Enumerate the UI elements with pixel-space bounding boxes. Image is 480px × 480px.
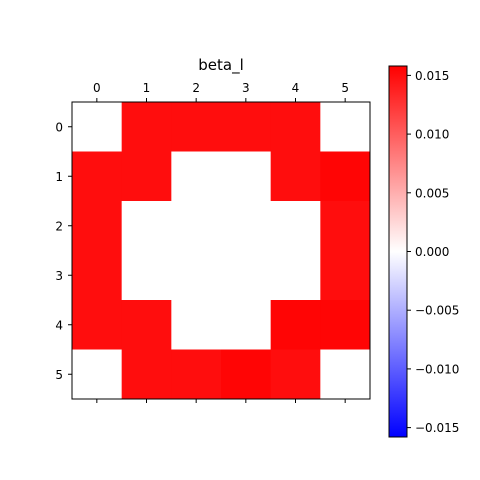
colorbar (388, 65, 408, 438)
y-axis: 0 1 2 3 4 5 (55, 120, 72, 382)
x-tick-label: 2 (192, 81, 200, 95)
heatmap-cell-r1-c3 (221, 151, 272, 202)
heatmap-cell-r0-c5 (320, 102, 371, 152)
colorbar-tick-label: 0.015 (415, 69, 449, 83)
heatmap-cell-r4-c1 (121, 300, 172, 350)
heatmap-cell-r2-c4 (270, 201, 321, 251)
heatmap-cell-r2-c0 (72, 201, 123, 251)
colorbar-tick-label: −0.015 (415, 421, 459, 435)
y-tick-label: 1 (55, 170, 63, 184)
heatmap-cell-r3-c3 (221, 250, 272, 301)
colorbar-axis: −0.015 −0.010 −0.005 0.000 0.005 0.010 0.015 (407, 69, 459, 435)
heatmap-cell-r2-c1 (121, 201, 172, 251)
heatmap-cell-r5-c3 (221, 349, 272, 400)
heatmap-cell-r4-c0 (72, 300, 123, 350)
heatmap-cell-r3-c5 (320, 250, 371, 301)
heatmap-cell-r5-c4 (270, 349, 321, 400)
heatmap-cell-r5-c1 (121, 349, 172, 400)
y-tick-label: 5 (55, 368, 63, 382)
colorbar-tick-label: −0.010 (415, 362, 459, 376)
heatmap-cell-r4-c3 (221, 300, 272, 350)
y-tick-label: 2 (55, 219, 63, 233)
heatmap-cell-r3-c1 (121, 250, 172, 301)
heatmap-cell-r1-c1 (121, 151, 172, 202)
colorbar-tick-label: −0.005 (415, 304, 459, 318)
heatmap-cell-r4-c4 (270, 300, 321, 350)
heatmap-cell-r1-c0 (72, 151, 123, 202)
heatmap-cell-r0-c3 (221, 102, 272, 152)
x-tick-label: 4 (292, 81, 300, 95)
y-tick-label: 3 (55, 269, 63, 283)
heatmap-cell-r4-c5 (320, 300, 371, 350)
heatmap-frame (71, 101, 371, 400)
heatmap-cell-r4-c2 (171, 300, 222, 350)
colorbar-tick-label: 0.010 (415, 128, 449, 142)
heatmap-cell-r1-c5 (320, 151, 371, 202)
heatmap-cell-r5-c2 (171, 349, 222, 400)
x-axis-top: 0 1 2 3 4 5 (93, 81, 349, 102)
x-tick-label: 5 (341, 81, 349, 95)
heatmap-cell-r5-c0 (72, 349, 123, 400)
heatmap-cell-r2-c2 (171, 201, 222, 251)
heatmap-cell-r3-c4 (270, 250, 321, 301)
x-tick-label: 0 (93, 81, 101, 95)
y-tick-label: 4 (55, 318, 63, 332)
colorbar-tick-label: 0.000 (415, 245, 449, 259)
heatmap-cells (72, 102, 371, 400)
chart-title: beta_l (198, 56, 244, 75)
x-tick-label: 3 (242, 81, 250, 95)
x-axis-bottom (96, 399, 346, 403)
heatmap-cell-r2-c5 (320, 201, 371, 251)
y-tick-label: 0 (55, 120, 63, 134)
heatmap-cell-r3-c0 (72, 250, 123, 301)
heatmap-cell-r0-c2 (171, 102, 222, 152)
heatmap-cell-r1-c4 (270, 151, 321, 202)
heatmap-cell-r0-c0 (72, 102, 123, 152)
heatmap-cell-r3-c2 (171, 250, 222, 301)
heatmap-cell-r5-c5 (320, 349, 371, 400)
x-tick-label: 1 (143, 81, 151, 95)
heatmap-cell-r1-c2 (171, 151, 222, 202)
heatmap-cell-r0-c4 (270, 102, 321, 152)
heatmap-cell-r0-c1 (121, 102, 172, 152)
colorbar-tick-label: 0.005 (415, 186, 449, 200)
heatmap-cell-r2-c3 (221, 201, 272, 251)
